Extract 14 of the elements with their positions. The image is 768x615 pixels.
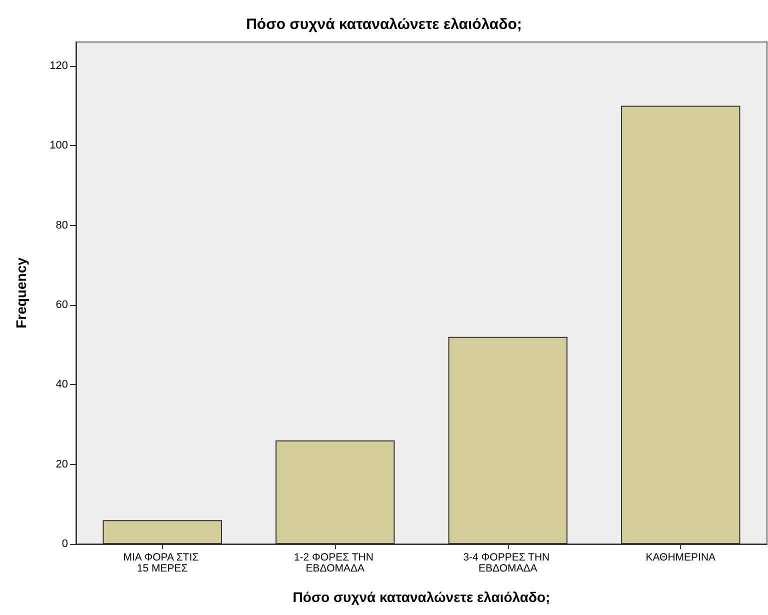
y-tick-label: 0	[62, 538, 68, 550]
y-tick-label: 80	[56, 219, 68, 232]
x-tick-label: 1-2 ΦΟΡΕΣ ΤΗΝ ΕΒΔΟΜΑΔΑ	[294, 552, 376, 574]
x-tick-label: ΜΙΑ ΦΟΡΑ ΣΤΙΣ 15 ΜΕΡΕΣ	[123, 552, 202, 574]
x-tick-label: ΚΑΘΗΜΕΡΙΝΑ	[646, 552, 716, 564]
y-tick-label: 120	[50, 60, 68, 72]
x-axis-title: Πόσο συχνά καταναλώνετε ελαιόλαδο;	[292, 589, 550, 605]
y-axis-title: Frequency	[13, 257, 29, 328]
y-tick-label: 60	[56, 298, 68, 311]
y-tick-label: 40	[56, 378, 68, 391]
y-tick-label: 20	[56, 458, 68, 470]
y-tick-label: 100	[50, 140, 68, 152]
chart-title: Πόσο συχνά καταναλώνετε ελαιόλαδο;	[246, 16, 522, 33]
x-tick-label: 3-4 ΦΟΡΡΕΣ ΤΗΝ ΕΒΔΟΜΑΔΑ	[463, 552, 553, 574]
